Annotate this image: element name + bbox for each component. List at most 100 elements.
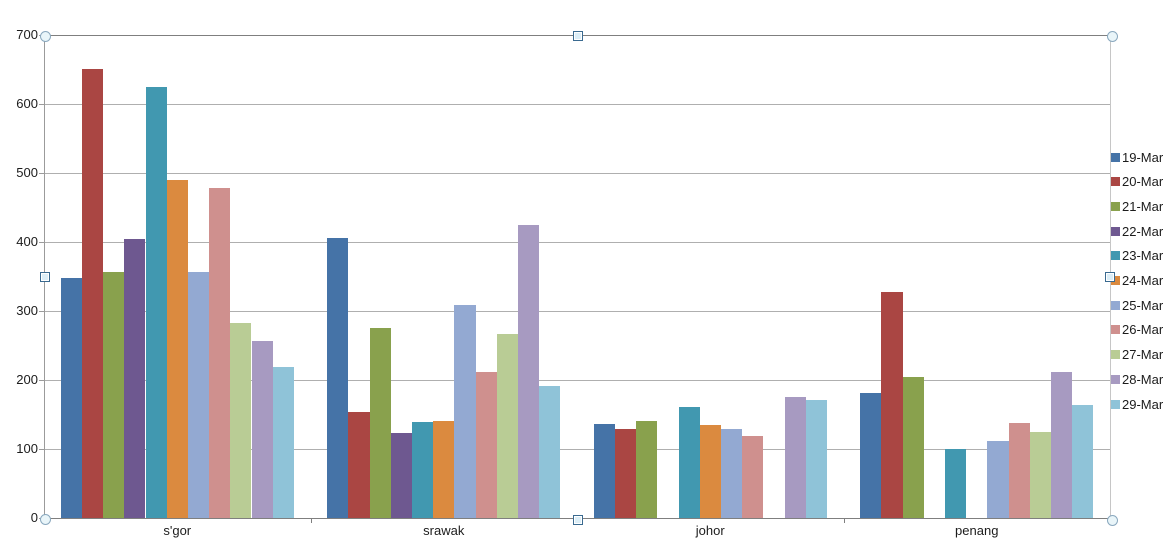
legend-label: 19-Mar	[1122, 149, 1164, 165]
legend-label: 20-Mar	[1122, 174, 1164, 190]
y-axis-tick-label: 0	[30, 510, 38, 525]
legend-label: 27-Mar	[1122, 347, 1164, 363]
legend-item-22-Mar[interactable]: 22-Mar	[1111, 219, 1163, 244]
y-axis-tick-label: 700	[16, 27, 38, 42]
gridline	[44, 173, 1110, 174]
bar-20-Mar-penang[interactable]	[881, 291, 903, 518]
x-axis-category-label: penang	[955, 523, 999, 538]
bar-20-Mar-johor[interactable]	[614, 428, 637, 518]
legend-label: 21-Mar	[1122, 198, 1164, 214]
bar-29-Mar-srawak[interactable]	[539, 386, 561, 518]
bar-26-Mar-sgor[interactable]	[209, 188, 231, 518]
bar-26-Mar-johor[interactable]	[742, 435, 764, 518]
bar-23-Mar-sgor[interactable]	[145, 86, 167, 518]
bar-28-Mar-sgor[interactable]	[251, 341, 273, 518]
legend-item-25-Mar[interactable]: 25-Mar	[1111, 293, 1163, 318]
bar-19-Mar-sgor[interactable]	[60, 277, 82, 518]
bar-27-Mar-sgor[interactable]	[230, 322, 252, 518]
bar-27-Mar-srawak[interactable]	[496, 333, 518, 518]
y-axis-tick-label: 100	[16, 441, 38, 456]
y-axis-tick-label: 400	[16, 234, 38, 249]
legend-swatch-25-Mar	[1111, 300, 1120, 310]
bar-21-Mar-penang[interactable]	[902, 376, 924, 518]
bar-22-Mar-srawak[interactable]	[390, 433, 412, 518]
bar-20-Mar-sgor[interactable]	[81, 68, 104, 518]
bar-29-Mar-johor[interactable]	[805, 400, 827, 518]
bar-24-Mar-sgor[interactable]	[166, 179, 188, 518]
selection-handle-middle-left[interactable]	[39, 272, 50, 282]
bar-22-Mar-sgor[interactable]	[124, 239, 146, 518]
bar-27-Mar-penang[interactable]	[1029, 431, 1051, 518]
bar-20-Mar-srawak[interactable]	[348, 411, 370, 518]
gridline	[44, 449, 1110, 450]
legend-label: 29-Mar	[1122, 396, 1164, 412]
legend-item-27-Mar[interactable]: 27-Mar	[1111, 342, 1163, 367]
bar-25-Mar-sgor[interactable]	[187, 272, 210, 518]
x-axis-tick	[843, 518, 845, 523]
bar-19-Mar-penang[interactable]	[860, 393, 882, 518]
legend-swatch-19-Mar	[1111, 152, 1120, 162]
bar-23-Mar-penang[interactable]	[945, 449, 967, 518]
legend-item-24-Mar[interactable]: 24-Mar	[1111, 268, 1163, 293]
legend-swatch-27-Mar	[1111, 350, 1120, 360]
legend-swatch-20-Mar	[1111, 177, 1120, 187]
selection-handle-top-center[interactable]	[572, 30, 583, 41]
legend-label: 22-Mar	[1122, 223, 1164, 239]
legend-item-19-Mar[interactable]: 19-Mar	[1111, 145, 1163, 170]
y-axis-tick	[39, 104, 44, 105]
selection-handle-bottom-right[interactable]	[1106, 514, 1118, 526]
bar-23-Mar-srawak[interactable]	[412, 422, 434, 518]
bar-28-Mar-johor[interactable]	[784, 397, 806, 518]
bar-28-Mar-srawak[interactable]	[518, 224, 540, 518]
x-axis-category-label: srawak	[423, 523, 465, 538]
y-axis-tick-label: 300	[16, 303, 38, 318]
bar-26-Mar-penang[interactable]	[1008, 423, 1030, 518]
bar-25-Mar-penang[interactable]	[987, 440, 1009, 518]
legend-label: 24-Mar	[1122, 273, 1164, 288]
bar-23-Mar-johor[interactable]	[678, 406, 700, 518]
selection-handle-bottom-center[interactable]	[572, 514, 583, 525]
x-axis-tick	[310, 518, 312, 523]
gridline	[44, 380, 1110, 381]
legend-swatch-24-Mar	[1111, 276, 1120, 285]
bar-26-Mar-srawak[interactable]	[475, 371, 497, 518]
selection-handle-bottom-left[interactable]	[39, 513, 51, 525]
gridline	[44, 104, 1110, 105]
y-axis-tick-label: 200	[16, 372, 38, 387]
legend-label: 23-Mar	[1122, 248, 1164, 264]
legend-item-26-Mar[interactable]: 26-Mar	[1111, 317, 1163, 342]
selection-handle-top-left[interactable]	[39, 30, 51, 42]
bar-29-Mar-sgor[interactable]	[272, 366, 294, 518]
bar-19-Mar-srawak[interactable]	[327, 237, 349, 518]
legend-swatch-21-Mar	[1111, 201, 1120, 211]
legend-item-21-Mar[interactable]: 21-Mar	[1111, 194, 1163, 219]
y-axis-tick-label: 600	[16, 96, 38, 111]
legend-swatch-28-Mar	[1111, 374, 1120, 384]
legend-swatch-26-Mar	[1111, 325, 1120, 335]
bar-24-Mar-johor[interactable]	[699, 424, 721, 518]
bar-25-Mar-johor[interactable]	[720, 428, 743, 518]
legend-label: 25-Mar	[1122, 297, 1164, 313]
bar-25-Mar-srawak[interactable]	[454, 305, 476, 518]
legend-item-29-Mar[interactable]: 29-Mar	[1111, 392, 1163, 417]
y-axis-tick	[39, 311, 44, 312]
x-axis-category-label: s'gor	[163, 523, 192, 538]
legend-item-28-Mar[interactable]: 28-Mar	[1111, 367, 1163, 392]
selection-handle-top-right[interactable]	[1106, 30, 1118, 42]
bar-21-Mar-srawak[interactable]	[369, 327, 391, 518]
bar-21-Mar-sgor[interactable]	[103, 272, 125, 518]
gridline	[44, 242, 1110, 243]
y-axis-tick-label: 500	[16, 165, 38, 180]
bar-19-Mar-johor[interactable]	[593, 424, 615, 518]
bar-24-Mar-srawak[interactable]	[433, 420, 455, 518]
legend-item-23-Mar[interactable]: 23-Mar	[1111, 243, 1163, 268]
selection-handle-middle-right[interactable]	[1104, 272, 1115, 282]
bar-28-Mar-penang[interactable]	[1051, 371, 1073, 518]
x-axis-category-label: johor	[695, 523, 725, 538]
legend-item-20-Mar[interactable]: 20-Mar	[1111, 169, 1163, 194]
bar-29-Mar-penang[interactable]	[1072, 404, 1094, 518]
legend-swatch-23-Mar	[1111, 251, 1120, 261]
bar-21-Mar-johor[interactable]	[636, 421, 658, 518]
legend-swatch-29-Mar	[1111, 399, 1120, 409]
